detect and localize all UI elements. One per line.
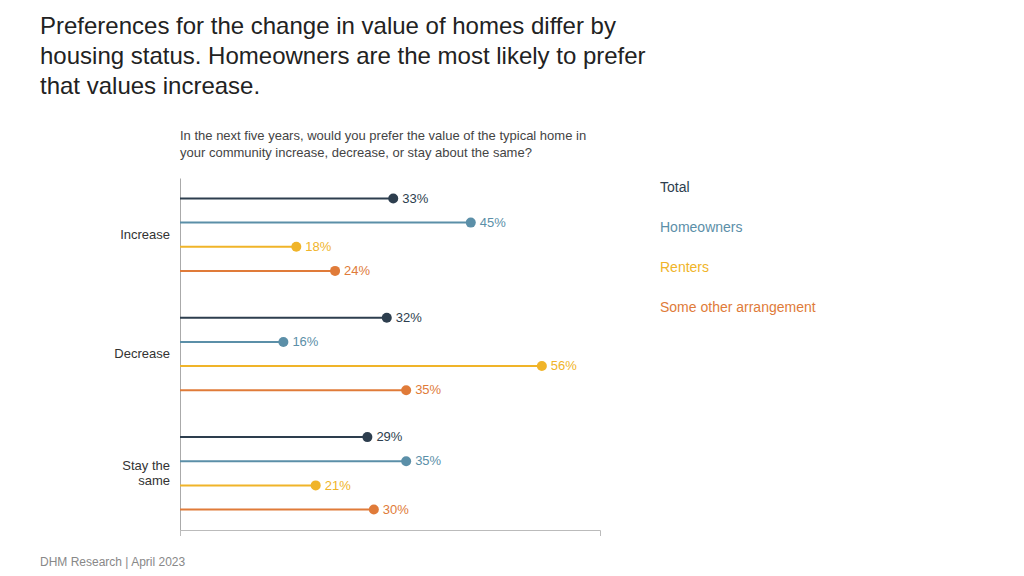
lollipop-dot: [278, 337, 288, 347]
text-line: same: [138, 473, 170, 488]
lollipop-dot: [382, 313, 392, 323]
marks: [180, 193, 547, 514]
data-label: 21%: [325, 478, 351, 493]
x-axis: [181, 531, 601, 537]
lollipop-dot: [401, 456, 411, 466]
lollipop-stem: [180, 436, 367, 438]
data-label: 32%: [396, 310, 422, 325]
data-label: 56%: [551, 358, 577, 373]
data-label: 45%: [480, 215, 506, 230]
lollipop-dot: [311, 480, 321, 490]
legend: Total Homeowners Renters Some other arrange…: [660, 179, 816, 315]
lollipop-dot: [537, 361, 547, 371]
lollipop-dot: [330, 266, 340, 276]
data-label: 29%: [376, 429, 402, 444]
lollipop-stem: [180, 484, 316, 486]
lollipop-dot: [362, 432, 372, 442]
y-axis-line: [180, 179, 181, 531]
data-label: 35%: [415, 382, 441, 397]
footnote: DHM Research | April 2023: [40, 555, 186, 569]
data-labels: 33% 32% 29% 45% 16% 35% 18% 56% 21% 24% 35% 30%: [292, 191, 577, 517]
lollipop-dot: [466, 218, 476, 228]
lollipop-stem: [180, 246, 296, 248]
lollipop-dot: [388, 193, 398, 203]
chart: Preferences for the change in value of h…: [0, 0, 1024, 576]
tick: Increase: [120, 227, 180, 242]
lollipop-dot: [369, 505, 379, 515]
text-line: Preferences for the change in value of h…: [40, 12, 616, 39]
lollipop-stem: [180, 365, 542, 367]
x-axis-line: [181, 531, 601, 537]
lollipop-stem: [180, 317, 387, 319]
lollipop-stem: [180, 197, 393, 199]
legend-entry: Some other arrangement: [660, 299, 816, 315]
text-line: housing status. Homeowners are the most …: [40, 42, 646, 69]
lollipop-dot: [401, 385, 411, 395]
legend-entry: Renters: [660, 259, 709, 275]
lollipop-stem: [180, 341, 283, 343]
text-line: that values increase.: [40, 72, 260, 99]
data-label: 33%: [402, 191, 428, 206]
subtitle: In the next five years, would you prefer…: [180, 128, 586, 160]
title: Preferences for the change in value of h…: [40, 12, 646, 99]
text-line: Stay the: [122, 458, 170, 473]
text-line: your community increase, decrease, or st…: [180, 145, 532, 160]
legend-entry: Total: [660, 179, 690, 195]
data-label: 35%: [415, 453, 441, 468]
plot: Increase Decrease Stay thesame 33% 32% 29% 45%…: [114, 179, 600, 537]
lollipop-stem: [180, 460, 406, 462]
data-label: 30%: [383, 502, 409, 517]
tick: Decrease: [114, 346, 180, 361]
category-label: Stay thesame: [122, 458, 170, 489]
tick: Stay thesame: [122, 458, 180, 489]
data-label: 24%: [344, 263, 370, 278]
category-label: Increase: [120, 227, 170, 242]
lollipop-stem: [180, 389, 406, 391]
lollipop-stem: [180, 222, 471, 224]
text-line: In the next five years, would you prefer…: [180, 128, 586, 143]
data-label: 18%: [305, 239, 331, 254]
category-label: Decrease: [114, 346, 170, 361]
lollipop-stem: [180, 509, 374, 511]
lollipop-dot: [291, 242, 301, 252]
y-axis: Increase Decrease Stay thesame: [114, 179, 180, 531]
text-line: Increase: [120, 227, 170, 242]
data-label: 16%: [292, 334, 318, 349]
lollipop-stem: [180, 270, 335, 272]
legend-entry: Homeowners: [660, 219, 742, 235]
text-line: Decrease: [114, 346, 170, 361]
